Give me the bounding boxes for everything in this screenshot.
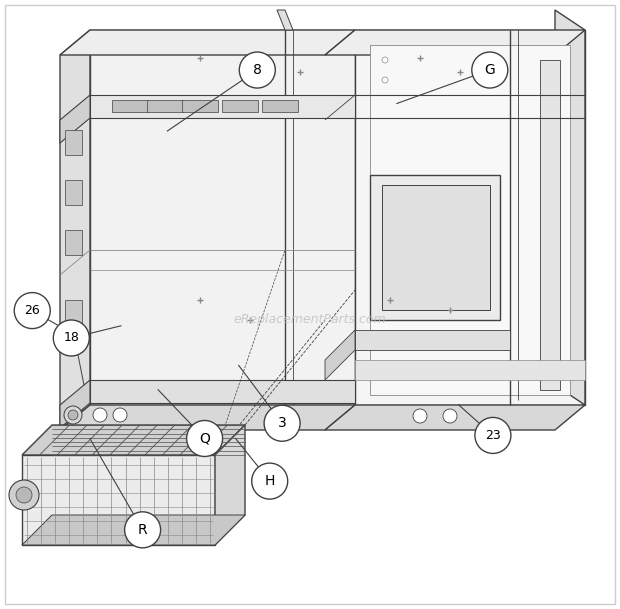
- Polygon shape: [262, 100, 298, 112]
- Text: H: H: [265, 474, 275, 488]
- Circle shape: [64, 406, 82, 424]
- Polygon shape: [60, 380, 90, 428]
- Circle shape: [382, 57, 388, 63]
- Polygon shape: [355, 330, 510, 350]
- Circle shape: [9, 480, 39, 510]
- Circle shape: [14, 292, 50, 329]
- Circle shape: [252, 463, 288, 499]
- Polygon shape: [90, 380, 355, 403]
- Polygon shape: [325, 330, 355, 380]
- Polygon shape: [65, 130, 82, 155]
- Polygon shape: [382, 185, 490, 310]
- Text: 3: 3: [278, 417, 286, 430]
- Polygon shape: [65, 300, 82, 330]
- Circle shape: [475, 417, 511, 454]
- Polygon shape: [147, 100, 183, 112]
- Circle shape: [443, 409, 457, 423]
- Circle shape: [125, 512, 161, 548]
- Circle shape: [472, 52, 508, 88]
- Polygon shape: [540, 60, 560, 390]
- Polygon shape: [370, 175, 500, 320]
- Text: 26: 26: [24, 304, 40, 317]
- Polygon shape: [222, 100, 258, 112]
- Polygon shape: [90, 95, 355, 118]
- Polygon shape: [325, 30, 585, 55]
- Circle shape: [413, 409, 427, 423]
- Polygon shape: [355, 30, 585, 405]
- Text: R: R: [138, 523, 148, 537]
- Circle shape: [16, 487, 32, 503]
- Polygon shape: [65, 180, 82, 205]
- Polygon shape: [60, 95, 90, 143]
- Text: 18: 18: [63, 331, 79, 345]
- Polygon shape: [60, 405, 355, 430]
- Text: Q: Q: [199, 432, 210, 445]
- Circle shape: [382, 77, 388, 83]
- Polygon shape: [22, 455, 215, 545]
- Polygon shape: [22, 515, 245, 545]
- Circle shape: [264, 405, 300, 442]
- Text: G: G: [484, 63, 495, 77]
- Polygon shape: [370, 45, 570, 395]
- Circle shape: [68, 410, 78, 420]
- Polygon shape: [277, 10, 293, 30]
- Polygon shape: [182, 100, 218, 112]
- Polygon shape: [22, 425, 245, 455]
- Polygon shape: [60, 30, 355, 55]
- Circle shape: [187, 420, 223, 457]
- Polygon shape: [555, 10, 585, 405]
- Polygon shape: [325, 405, 585, 430]
- Circle shape: [113, 408, 127, 422]
- Text: 8: 8: [253, 63, 262, 77]
- Polygon shape: [90, 30, 355, 405]
- Circle shape: [93, 408, 107, 422]
- Polygon shape: [355, 360, 585, 380]
- Polygon shape: [60, 30, 90, 430]
- Polygon shape: [65, 230, 82, 255]
- Text: 23: 23: [485, 429, 501, 442]
- Circle shape: [239, 52, 275, 88]
- Polygon shape: [215, 425, 245, 545]
- Circle shape: [53, 320, 89, 356]
- Polygon shape: [112, 100, 148, 112]
- Text: eReplacementParts.com: eReplacementParts.com: [234, 314, 386, 326]
